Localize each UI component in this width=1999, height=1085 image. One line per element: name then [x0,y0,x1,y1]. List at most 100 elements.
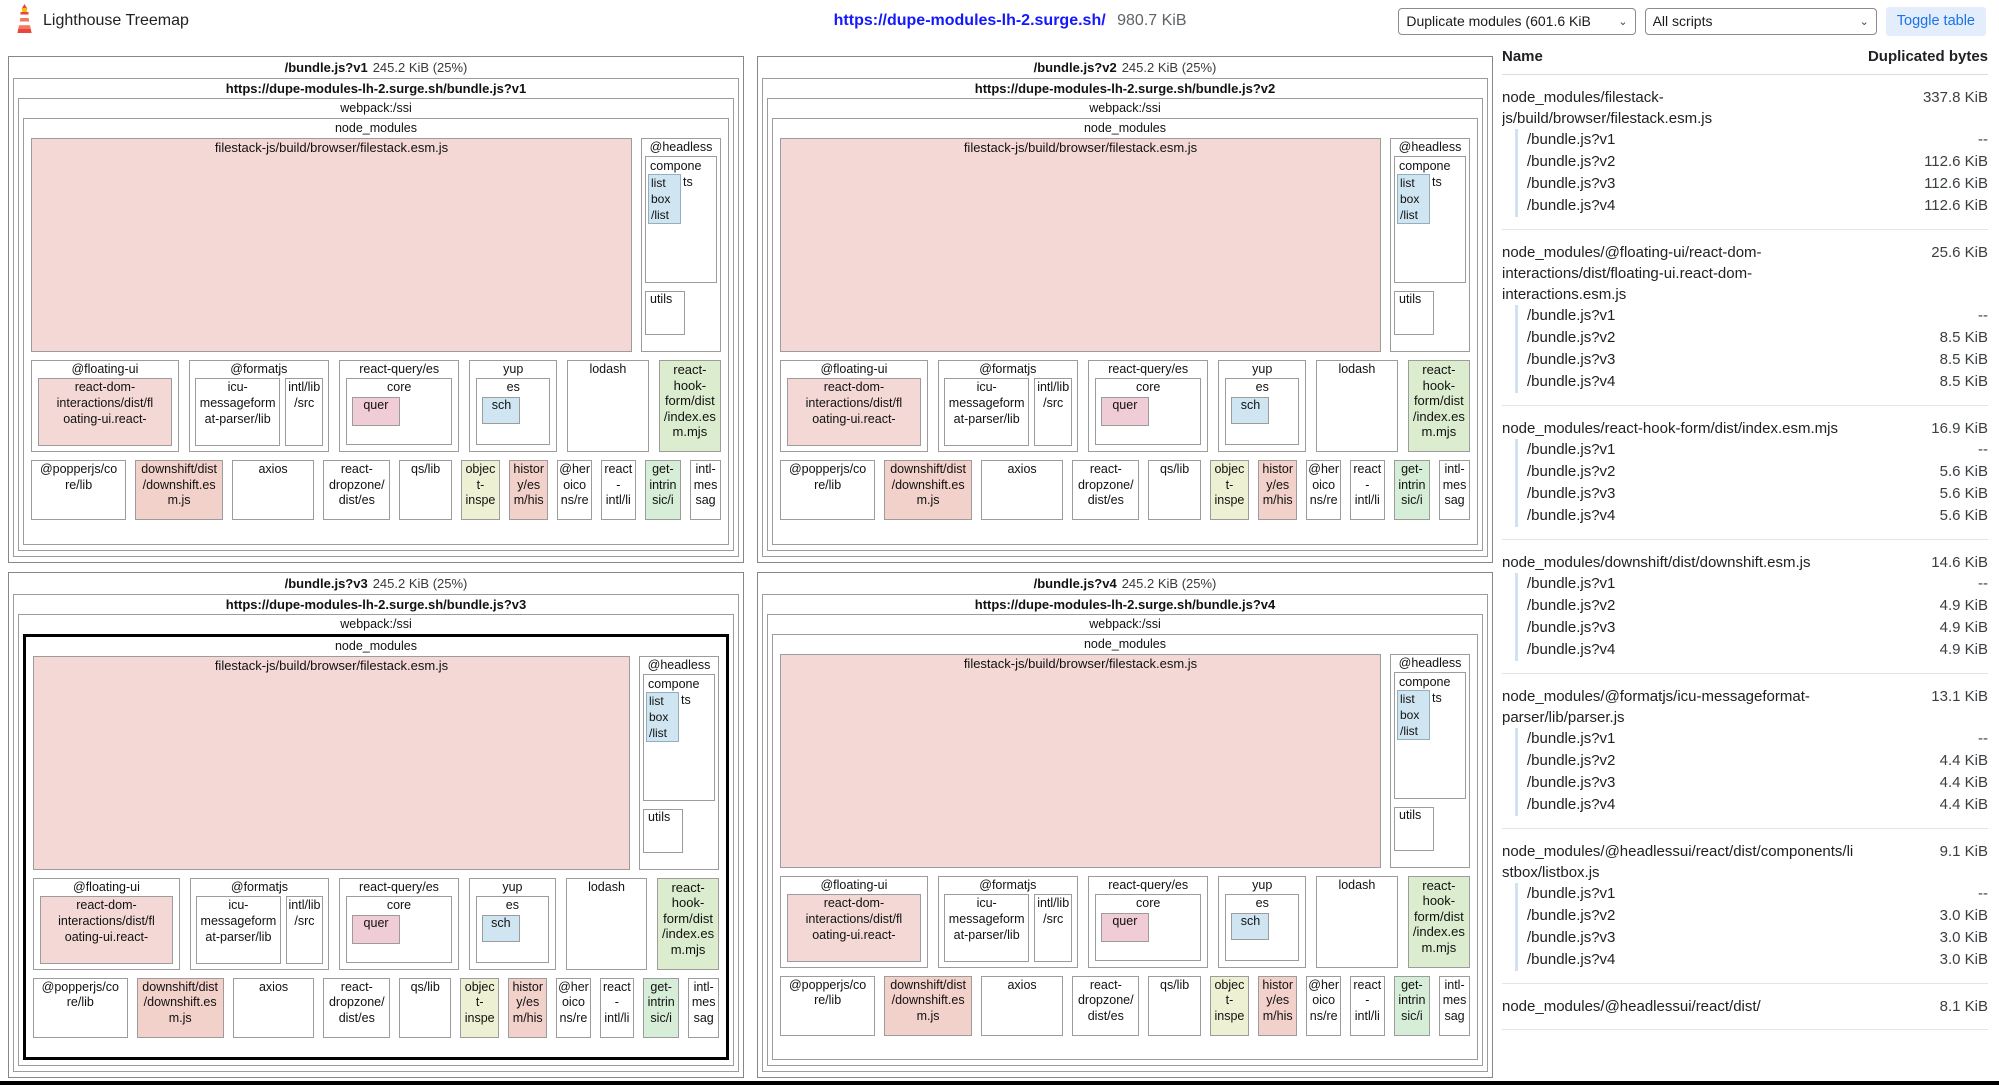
treemap-node-popperjs[interactable]: @popperjs/co re/lib [31,460,127,520]
treemap-node-lodash[interactable]: lodash [565,877,648,970]
treemap-node-heroicons[interactable]: @her oico ns/re [1306,975,1341,1036]
treemap-node-react-intl[interactable]: react - intl/li [1349,975,1385,1036]
treemap-node-components[interactable]: compone list box /list ts [1394,671,1466,799]
treemap-node-qs[interactable]: qs/lib [399,460,452,520]
treemap-node-history[interactable]: histor y/es m/his [1258,975,1298,1036]
treemap-panel[interactable]: /bundle.js?v4 245.2 KiB (25%) https://dup… [757,571,1493,1078]
treemap-node-history[interactable]: histor y/es m/his [509,460,549,520]
treemap-node-core[interactable]: core quer [1094,378,1202,445]
treemap-node-react-query[interactable]: react-query/es core quer [1087,360,1209,452]
treemap-node-get-intrinsic[interactable]: get- intrin sic/i [1393,975,1431,1036]
treemap-node-yup[interactable]: yup es sch [1218,875,1307,968]
treemap-node-formatjs[interactable]: @formatjs icu- messageform at-parser/lib… [189,877,330,970]
treemap-node-icu-messageformat[interactable]: icu- messageform at-parser/lib [195,895,281,964]
treemap-node-react-dom-interactions[interactable]: react-dom- interactions/dist/fl oating-u… [787,893,921,962]
treemap-node-downshift[interactable]: downshift/dist /downshift.es m.js [136,977,224,1038]
treemap-panel[interactable]: /bundle.js?v3 245.2 KiB (25%) https://dup… [8,571,744,1078]
treemap-node-intl-messageformat[interactable]: intl- mes sag [1439,460,1471,520]
treemap-node-headlessui[interactable]: @headless compone list box /list ts util… [639,655,719,870]
treemap-node-utils[interactable]: utils [643,808,683,853]
treemap-node-node-modules[interactable]: node_modules filestack-js/build/browser/… [23,633,729,1060]
treemap-node-intl-messageformat[interactable]: intl- mes sag [688,977,720,1038]
treemap-node-axios[interactable]: axios [980,460,1064,520]
treemap-node-webpack[interactable]: webpack:/ssi node_modules filestack-js/b… [18,613,734,1066]
treemap-node-react-dropzone[interactable]: react- dropzone/ dist/es [323,977,391,1038]
treemap-node-url[interactable]: https://dupe-modules-lh-2.surge.sh/bundl… [13,593,739,1072]
treemap-node-qs[interactable]: qs/lib [399,977,452,1038]
treemap-node-react-dropzone[interactable]: react- dropzone/ dist/es [323,460,391,520]
treemap-node-es[interactable]: es sch [1225,378,1300,445]
treemap-node-components[interactable]: compone list box /list ts [645,156,717,283]
treemap-node-react-dropzone[interactable]: react- dropzone/ dist/es [1072,460,1140,520]
treemap-node-utils[interactable]: utils [1394,806,1434,851]
treemap-node-query[interactable]: quer [351,397,400,426]
treemap-node-lodash[interactable]: lodash [567,360,649,452]
treemap-node-lodash[interactable]: lodash [1316,875,1398,968]
treemap-node-heroicons[interactable]: @her oico ns/re [1306,460,1341,520]
treemap-node-intl-lib[interactable]: intl/lib /src [285,378,323,446]
treemap-node-webpack[interactable]: webpack:/ssi node_modules filestack-js/b… [767,613,1483,1066]
treemap-node-popperjs[interactable]: @popperjs/co re/lib [780,975,876,1036]
treemap-node-query[interactable]: quer [1100,912,1149,942]
treemap-node-heroicons[interactable]: @her oico ns/re [556,977,591,1038]
treemap-node-yup[interactable]: yup es sch [468,877,556,970]
treemap-node-react-hook-form[interactable]: react- hook- form/dist /index.es m.mjs [658,360,721,452]
treemap-node-object-inspect[interactable]: objec t- inspe [1209,975,1250,1036]
treemap-node-qs[interactable]: qs/lib [1148,975,1201,1036]
treemap-node-es[interactable]: es sch [476,378,551,445]
treemap-node-react-query[interactable]: react-query/es core quer [339,877,459,970]
treemap-node-qs[interactable]: qs/lib [1148,460,1201,520]
treemap-node-downshift[interactable]: downshift/dist /downshift.es m.js [884,460,972,520]
treemap-node-floating-ui[interactable]: @floating-ui react-dom- interactions/dis… [31,360,179,452]
treemap-node-components[interactable]: compone list box /list ts [1394,156,1466,283]
treemap-node-object-inspect[interactable]: objec t- inspe [460,460,501,520]
treemap-node-object-inspect[interactable]: objec t- inspe [460,977,500,1038]
treemap-node-headlessui[interactable]: @headless compone list box /list ts util… [641,138,721,352]
treemap-node-floating-ui[interactable]: @floating-ui react-dom- interactions/dis… [33,877,180,970]
treemap-node-react-hook-form[interactable]: react- hook- form/dist /index.es m.mjs [1407,360,1470,452]
treemap-node-listbox[interactable]: list box /list [1397,174,1430,224]
treemap-node-es[interactable]: es sch [475,895,549,963]
treemap-node-downshift[interactable]: downshift/dist /downshift.es m.js [135,460,223,520]
treemap-node-history[interactable]: histor y/es m/his [1258,460,1298,520]
treemap-node-heroicons[interactable]: @her oico ns/re [557,460,592,520]
toggle-table-button[interactable]: Toggle table [1885,6,1986,36]
treemap-node-filestack[interactable]: filestack-js/build/browser/filestack.esm… [780,653,1381,868]
treemap-node-utils[interactable]: utils [1394,291,1434,335]
treemap-node-url[interactable]: https://dupe-modules-lh-2.surge.sh/bundl… [762,78,1488,557]
treemap-node-intl-lib[interactable]: intl/lib /src [1034,893,1072,962]
treemap-node-headlessui[interactable]: @headless compone list box /list ts util… [1390,653,1470,868]
script-select[interactable]: All scripts ⌄ [1644,7,1877,35]
treemap-node-intl-messageformat[interactable]: intl- mes sag [1439,975,1471,1036]
treemap-node-react-intl[interactable]: react - intl/li [600,460,636,520]
treemap-node-url[interactable]: https://dupe-modules-lh-2.surge.sh/bundl… [13,78,739,557]
treemap-node-floating-ui[interactable]: @floating-ui react-dom- interactions/dis… [780,875,928,968]
treemap-node-popperjs[interactable]: @popperjs/co re/lib [780,460,876,520]
treemap-node-schema[interactable]: sch [482,397,521,424]
treemap-panel[interactable]: /bundle.js?v1 245.2 KiB (25%) https://dup… [8,56,744,563]
treemap-node-downshift[interactable]: downshift/dist /downshift.es m.js [884,975,972,1036]
treemap-node-core[interactable]: core quer [346,895,452,963]
treemap-node-query[interactable]: quer [352,914,401,944]
treemap-node-history[interactable]: histor y/es m/his [508,977,548,1038]
treemap-node-yup[interactable]: yup es sch [1218,360,1307,452]
treemap-node-react-hook-form[interactable]: react- hook- form/dist /index.es m.mjs [1407,875,1470,968]
treemap-node-object-inspect[interactable]: objec t- inspe [1209,460,1250,520]
treemap-node-intl-messageformat[interactable]: intl- mes sag [690,460,722,520]
treemap-node-es[interactable]: es sch [1225,893,1300,961]
treemap-node-react-query[interactable]: react-query/es core quer [1087,875,1209,968]
treemap-node-webpack[interactable]: webpack:/ssi node_modules filestack-js/b… [767,98,1483,551]
treemap-node-components[interactable]: compone list box /list ts [643,673,715,801]
treemap-node-react-hook-form[interactable]: react- hook- form/dist /index.es m.mjs [657,877,719,970]
treemap-node-node-modules[interactable]: node_modules filestack-js/build/browser/… [23,118,729,545]
treemap-node-icu-messageformat[interactable]: icu- messageform at-parser/lib [943,893,1030,962]
treemap-node-yup[interactable]: yup es sch [469,360,558,452]
treemap-node-schema[interactable]: sch [1231,397,1270,424]
treemap-node-intl-lib[interactable]: intl/lib /src [285,895,324,964]
treemap-node-react-dom-interactions[interactable]: react-dom- interactions/dist/fl oating-u… [38,378,172,446]
treemap-node-get-intrinsic[interactable]: get- intrin sic/i [643,977,680,1038]
treemap-node-react-intl[interactable]: react - intl/li [1349,460,1385,520]
treemap-node-floating-ui[interactable]: @floating-ui react-dom- interactions/dis… [780,360,928,452]
treemap-node-schema[interactable]: sch [1231,912,1270,940]
treemap-panel[interactable]: /bundle.js?v2 245.2 KiB (25%) https://dup… [757,56,1493,563]
